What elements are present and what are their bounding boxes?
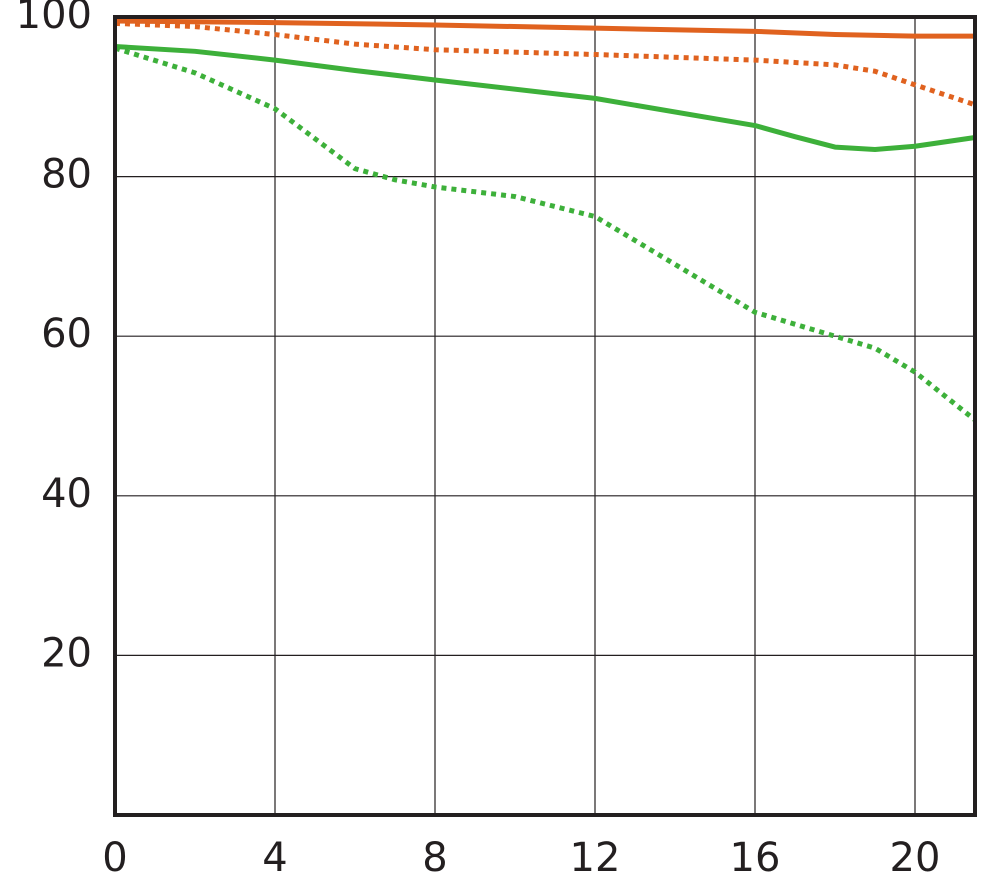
y-tick-label: 100 (16, 0, 92, 38)
y-tick-label: 40 (41, 471, 92, 517)
y-tick-label: 60 (41, 311, 92, 357)
series-line (114, 44, 976, 152)
series-line (114, 45, 977, 422)
series-line (114, 18, 975, 39)
y-tick-label: 20 (41, 630, 92, 676)
y-tick-label: 80 (41, 152, 92, 198)
x-tick-label: 4 (262, 835, 287, 881)
x-tick-label: 20 (890, 835, 941, 881)
series-line (114, 20, 976, 108)
plot-frame (113, 15, 977, 817)
x-tick-label: 12 (570, 835, 621, 881)
x-tick-label: 0 (102, 835, 127, 881)
x-tick-label: 16 (730, 835, 781, 881)
x-tick-label: 8 (422, 835, 447, 881)
